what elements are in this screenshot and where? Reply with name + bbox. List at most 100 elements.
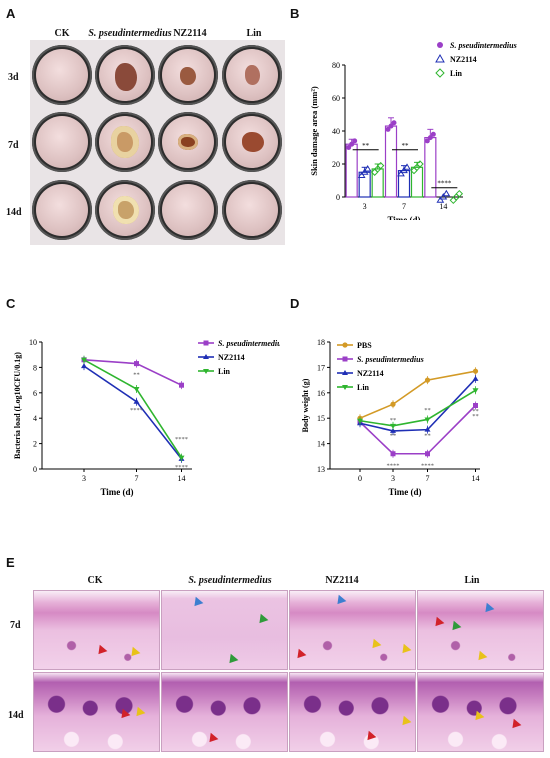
b-point <box>357 171 366 179</box>
b-ytick-label: 40 <box>332 127 340 136</box>
xtick-label: 0 <box>358 474 362 483</box>
xtick-label: 3 <box>82 474 86 483</box>
ylabel: Body weight (g) <box>301 378 310 432</box>
b-sig-label: ** <box>402 142 410 150</box>
b-point <box>352 138 358 144</box>
data-point <box>133 398 140 404</box>
b-point <box>376 161 385 170</box>
sig-label: **** <box>175 464 188 471</box>
sig-label: ** <box>424 407 431 414</box>
b-xtick-label: 14 <box>439 202 447 211</box>
data-point <box>425 451 430 457</box>
b-legend-marker <box>435 53 445 63</box>
panel-label-c: C <box>6 296 16 311</box>
b-point <box>388 123 394 129</box>
panel-label-b: B <box>290 6 300 21</box>
sig-label: **** <box>130 407 143 414</box>
legend-label: NZ2114 <box>357 369 384 378</box>
legend-label: Lin <box>357 383 370 392</box>
data-point <box>390 451 396 457</box>
b-legend-label: NZ2114 <box>450 55 477 64</box>
data-point <box>473 403 478 408</box>
b-legend-marker <box>435 68 445 78</box>
row-label-7d: 7d <box>8 140 19 151</box>
data-point <box>472 388 479 394</box>
dish-nz2114-3d <box>158 45 218 105</box>
b-xtick-label: 7 <box>402 202 406 211</box>
b-bar <box>384 125 398 198</box>
legend-marker <box>342 385 348 390</box>
b-point <box>455 189 464 198</box>
data-point <box>424 426 431 432</box>
b-point <box>346 145 352 150</box>
b-xlabel: Time (d) <box>387 215 420 220</box>
data-point <box>81 357 87 363</box>
b-point <box>424 138 430 144</box>
e-col-label-spseud: S. pseudintermedius <box>188 575 272 586</box>
b-point <box>430 131 436 137</box>
ytick-label: 16 <box>317 389 325 398</box>
ytick-label: 10 <box>29 338 37 347</box>
e-col-label-nz2114: NZ2114 <box>325 575 359 586</box>
histology-ck-14d <box>33 672 160 752</box>
ylabel: Bacteria load (Log10CFU/0.1g) <box>13 352 22 459</box>
dish-nz2114-7d <box>158 112 218 172</box>
dish-lin-7d <box>222 112 282 172</box>
e-col-label-lin: Lin <box>464 575 480 586</box>
sig-label: ** <box>390 417 397 424</box>
b-point <box>397 169 405 177</box>
col-label-lin: Lin <box>246 28 262 39</box>
data-point <box>134 361 139 367</box>
b-point <box>436 196 445 203</box>
e-row-label-7d: 7d <box>10 620 21 631</box>
b-point <box>363 164 372 172</box>
b-point <box>427 135 433 141</box>
b-point <box>449 196 458 205</box>
b-point <box>400 166 408 174</box>
data-point <box>390 401 396 407</box>
legend-label: NZ2114 <box>218 353 245 362</box>
b-bar <box>410 166 424 198</box>
b-bar <box>358 171 371 198</box>
legend-label: S. pseudintermedius <box>357 355 424 364</box>
xlabel: Time (d) <box>100 487 133 497</box>
data-point <box>424 377 431 383</box>
dish-ck-7d <box>32 112 92 172</box>
b-bar <box>397 170 411 198</box>
legend-label: S. pseudintermedius <box>218 339 280 348</box>
dish-ck-3d <box>32 45 92 105</box>
series-line <box>359 404 477 455</box>
ytick-label: 17 <box>317 363 325 372</box>
legend-label: Lin <box>218 367 231 376</box>
b-legend-marker <box>437 42 443 48</box>
b-ytick-label: 20 <box>332 160 340 169</box>
b-point <box>349 141 355 147</box>
legend-marker <box>342 342 348 348</box>
histology-nz2114-14d <box>289 672 416 752</box>
row-label-3d: 3d <box>8 72 19 83</box>
b-ytick-label: 60 <box>332 94 340 103</box>
histology-ck-7d <box>33 590 160 670</box>
sig-label: **** <box>421 463 434 470</box>
xtick-label: 7 <box>135 474 139 483</box>
dish-lin-14d <box>222 180 282 240</box>
b-legend-label: S. pseudintermedius <box>450 41 517 50</box>
b-point <box>385 126 391 132</box>
ytick-label: 18 <box>317 338 325 347</box>
ytick-label: 4 <box>33 414 37 423</box>
b-sig-label: **** <box>437 180 452 188</box>
col-label-spseud: S. pseudintermedius <box>88 28 172 39</box>
legend-marker <box>203 340 209 346</box>
data-point <box>424 417 431 423</box>
e-row-label-14d: 14d <box>8 710 24 721</box>
series-line <box>359 370 476 419</box>
b-sig-label: ** <box>362 142 370 150</box>
b-ylabel: Skin damage area (mm²) <box>309 86 319 176</box>
b-point <box>439 193 448 200</box>
data-point <box>472 375 479 381</box>
data-point <box>179 382 184 388</box>
sig-label: **** <box>387 463 400 470</box>
b-bar <box>371 168 384 198</box>
b-point <box>403 163 411 170</box>
